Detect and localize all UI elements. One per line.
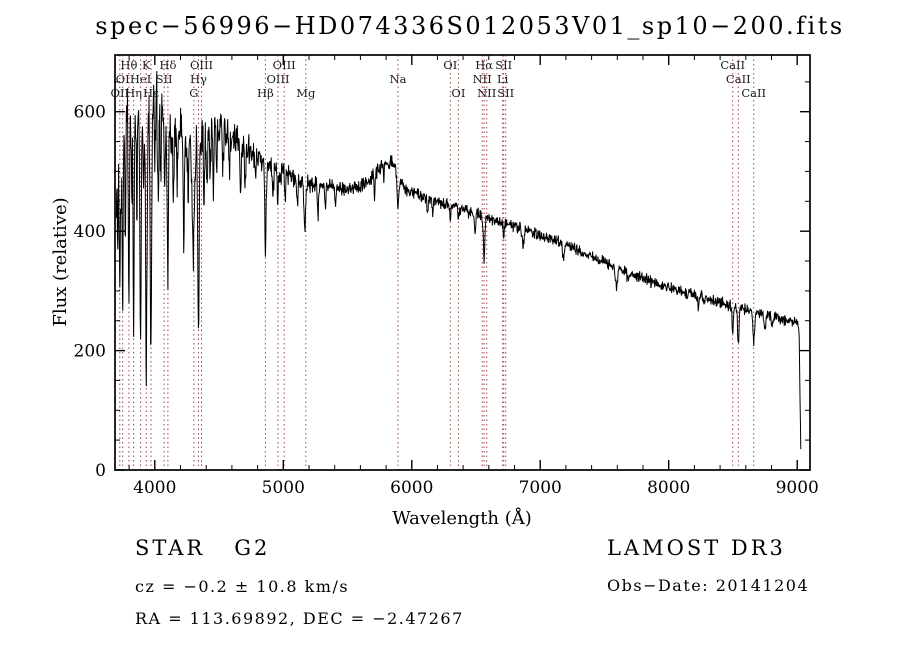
y-tick-label: 0 [95, 461, 106, 481]
line-marker-label: HeI [130, 72, 151, 86]
line-marker-label: OI [116, 72, 130, 86]
line-marker-label: NII [477, 86, 496, 100]
marker-labels: OIIOIHθHηHeIKHεSIIHδGHγOIIIHβOIIIOIIIMgN… [111, 58, 767, 100]
x-tick-label: 8000 [647, 478, 690, 498]
line-marker-label: CaII [726, 72, 751, 86]
ra-dec-value: RA = 113.69892, DEC = −2.47267 [135, 609, 464, 628]
y-axis-label: Flux (relative) [50, 197, 71, 326]
line-marker-label: OIII [266, 72, 289, 86]
line-marker-label: Na [390, 72, 407, 86]
line-marker-label: Hα [475, 58, 493, 72]
plot-border [114, 54, 811, 471]
line-marker-label: K [142, 58, 151, 72]
plot-title: spec−56996−HD074336S012053V01_sp10−200.f… [95, 12, 844, 40]
x-tick-label: 5000 [262, 478, 305, 498]
line-marker-label: OIII [273, 58, 296, 72]
line-marker-label: SII [156, 72, 173, 86]
line-marker-label: SII [495, 58, 512, 72]
line-marker-label: Mg [296, 86, 316, 100]
line-marker-label: SII [497, 86, 514, 100]
plot-layer: 4000 5000 6000 7000 8000 90000200400600OIIOIH… [74, 54, 819, 498]
y-tick-label: 600 [74, 103, 106, 123]
y-tick-label: 200 [74, 342, 106, 362]
line-marker-label: OIII [190, 58, 213, 72]
survey-label: LAMOST DR3 [607, 536, 786, 560]
star-class-label: STAR G2 [135, 536, 270, 560]
axes: 4000 5000 6000 7000 8000 9000 0 200 400 600 [74, 54, 819, 498]
line-marker-label: Hε [143, 86, 159, 100]
x-tick-label: 9000 [776, 478, 819, 498]
spectrum-trace [115, 71, 802, 450]
line-marker-label: Hθ [120, 58, 137, 72]
x-axis-label: Wavelength (Å) [392, 507, 532, 529]
line-marker-label: Li [497, 72, 509, 86]
line-marker-label: NII [473, 72, 492, 86]
x-tick-label: 7000 [519, 478, 562, 498]
line-marker-label: CaII [741, 86, 766, 100]
line-marker-label: OI [443, 58, 457, 72]
line-marker-label: CaII [720, 58, 745, 72]
line-marker-label: OII [111, 86, 130, 100]
obs-date: Obs−Date: 20141204 [607, 576, 809, 595]
cz-value: cz = −0.2 ± 10.8 km/s [135, 577, 349, 596]
line-marker-label: Hη [125, 86, 142, 100]
x-tick-label: 6000 [390, 478, 433, 498]
line-marker-label: Hβ [257, 86, 274, 100]
line-marker-label: Hδ [159, 58, 176, 72]
y-tick-label: 400 [74, 222, 106, 242]
x-tick-label: 4000 [133, 478, 176, 498]
line-marker-label: G [189, 86, 198, 100]
line-marker-label: Hγ [190, 72, 207, 86]
line-marker-label: OI [451, 86, 465, 100]
spectrum-series [115, 71, 802, 450]
